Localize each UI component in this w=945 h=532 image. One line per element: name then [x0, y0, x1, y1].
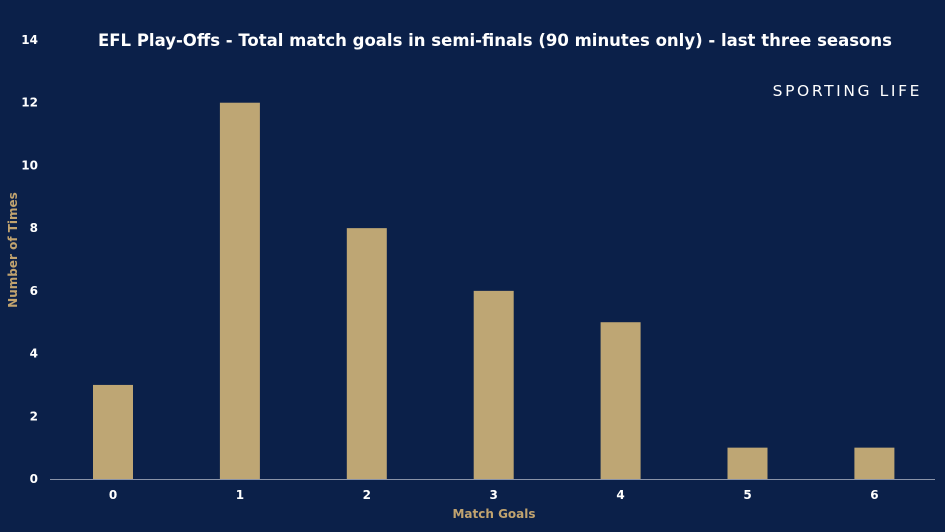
x-tick-label: 6: [870, 488, 878, 502]
x-tick-label: 5: [743, 488, 751, 502]
y-tick-label: 6: [30, 284, 38, 298]
bar-goals-1: [219, 102, 260, 479]
x-axis-ticks: 0 1 2 3 4 5 6: [109, 488, 879, 502]
bar-goals-6: [854, 447, 895, 479]
bar-goals-2: [346, 228, 387, 479]
brand-logo-text: SPORTING LIFE: [773, 82, 922, 100]
y-axis-label: Number of Times: [6, 192, 20, 308]
x-tick-label: 1: [236, 488, 244, 502]
bar-goals-3: [473, 290, 514, 479]
y-tick-label: 0: [30, 472, 38, 486]
bar-goals-4: [600, 322, 641, 479]
y-tick-label: 10: [21, 158, 38, 172]
bars-group: [93, 102, 895, 479]
chart-title: EFL Play-Offs - Total match goals in sem…: [98, 31, 892, 50]
x-tick-label: 4: [616, 488, 624, 502]
y-tick-label: 8: [30, 221, 38, 235]
x-tick-label: 0: [109, 488, 117, 502]
x-tick-label: 2: [363, 488, 371, 502]
y-axis-ticks: 0 2 4 6 8 10 12 14: [21, 33, 38, 486]
y-tick-label: 2: [30, 409, 38, 423]
bar-goals-0: [93, 384, 133, 479]
y-tick-label: 14: [21, 33, 38, 47]
x-axis-label: Match Goals: [452, 507, 535, 521]
x-tick-label: 3: [490, 488, 498, 502]
bar-goals-5: [727, 447, 768, 479]
y-tick-label: 12: [21, 96, 38, 110]
y-tick-label: 4: [30, 347, 38, 361]
